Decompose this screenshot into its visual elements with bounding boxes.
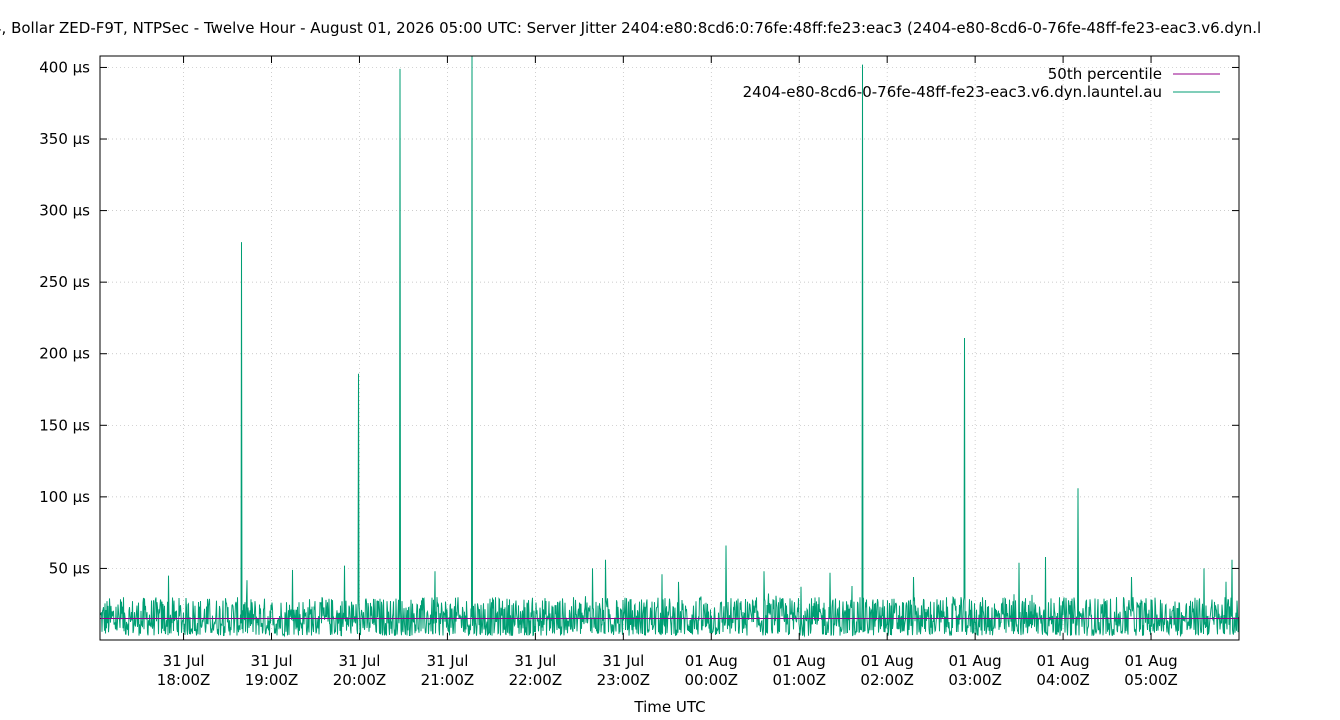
x-tick-label: 23:00Z (597, 671, 651, 689)
plot-border (99, 55, 1240, 641)
legend: 50th percentile2404-e80-8cd6-0-76fe-48ff… (743, 65, 1220, 101)
x-tick-label: 18:00Z (157, 671, 211, 689)
series-line-jitter (100, 55, 1240, 638)
x-tick-label: 31 Jul (338, 652, 380, 670)
x-tick-label: 01 Aug (1037, 652, 1090, 670)
x-tick-label: 02:00Z (860, 671, 914, 689)
x-tick-label: 22:00Z (509, 671, 563, 689)
y-tick-label: 100 µs (39, 488, 90, 506)
legend-label: 50th percentile (1048, 65, 1162, 83)
x-tick-label: 31 Jul (602, 652, 644, 670)
x-tick-label: 01:00Z (772, 671, 826, 689)
x-tick-label: 00:00Z (685, 671, 739, 689)
y-tick-label: 200 µs (39, 345, 90, 363)
series-lines (100, 55, 1240, 638)
grid-lines (100, 56, 1239, 640)
x-tick-label: 04:00Z (1036, 671, 1090, 689)
x-tick-label: 01 Aug (861, 652, 914, 670)
x-tick-label: 03:00Z (948, 671, 1002, 689)
x-axis-label: Time UTC (633, 698, 705, 716)
x-tick-label: 31 Jul (514, 652, 556, 670)
x-tick-label: 01 Aug (949, 652, 1002, 670)
x-tick-label: 01 Aug (773, 652, 826, 670)
chart-title: 4, Bollar ZED-F9T, NTPSec - Twelve Hour … (0, 19, 1262, 37)
x-tick-label: 19:00Z (245, 671, 299, 689)
x-tick-label: 01 Aug (1124, 652, 1177, 670)
x-tick-label: 05:00Z (1124, 671, 1178, 689)
axes: 50 µs 100 µs 150 µs 200 µs 250 µs 300 µs 350 µ… (39, 56, 1239, 689)
y-tick-label: 350 µs (39, 130, 90, 148)
legend-label: 2404-e80-8cd6-0-76fe-48ff-fe23-eac3.v6.d… (743, 83, 1162, 101)
x-tick-label: 31 Jul (163, 652, 205, 670)
y-tick-label: 300 µs (39, 202, 90, 220)
x-tick-label: 21:00Z (421, 671, 475, 689)
y-tick-label: 400 µs (39, 58, 90, 76)
x-tick-label: 20:00Z (333, 671, 387, 689)
x-tick-label: 31 Jul (426, 652, 468, 670)
x-tick-label: 31 Jul (251, 652, 293, 670)
x-tick-label: 01 Aug (685, 652, 738, 670)
y-tick-label: 150 µs (39, 416, 90, 434)
y-tick-label: 50 µs (49, 559, 90, 577)
y-tick-label: 250 µs (39, 273, 90, 291)
